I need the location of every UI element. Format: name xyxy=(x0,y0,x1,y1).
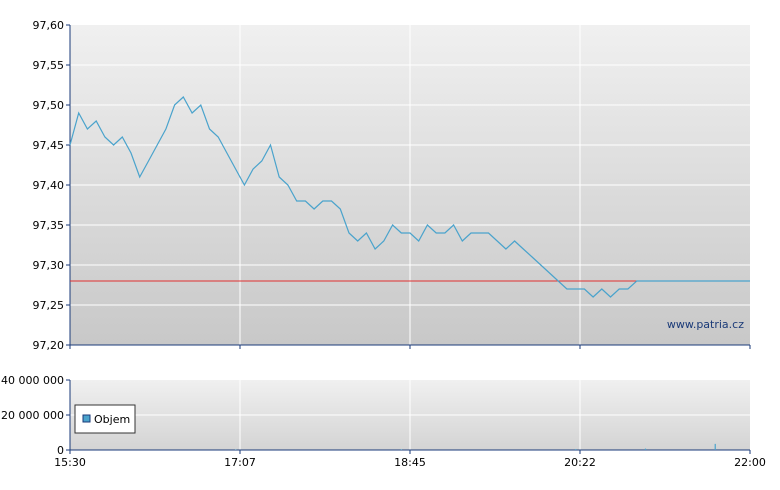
price-y-ticks: 97,60 97,55 97,50 97,45 97,40 97,35 97,30 97,25… xyxy=(33,19,70,352)
x-tick-label: 20:22 xyxy=(564,456,596,469)
x-ticks: 15:30 17:07 18:45 20:22 22:00 xyxy=(54,345,766,469)
volume-y-tick-label: 0 xyxy=(57,444,64,457)
legend-label: Objem xyxy=(94,413,130,426)
x-tick-label: 15:30 xyxy=(54,456,86,469)
x-tick-label: 18:45 xyxy=(394,456,426,469)
x-tick-label: 22:00 xyxy=(734,456,766,469)
price-y-tick-label: 97,55 xyxy=(33,59,65,72)
price-y-tick-label: 97,25 xyxy=(33,299,65,312)
legend: Objem xyxy=(74,404,136,434)
price-y-tick-label: 97,50 xyxy=(33,99,65,112)
price-y-tick-label: 97,30 xyxy=(33,259,65,272)
volume-panel: 40 000 000 20 000 000 0 15:30 17:07 18:45 20:… xyxy=(1,345,766,469)
price-series-line xyxy=(69,96,750,298)
volume-bar xyxy=(714,443,716,450)
watermark: www.patria.cz xyxy=(667,318,744,331)
price-y-tick-label: 97,60 xyxy=(33,19,65,32)
volume-y-ticks: 40 000 000 20 000 000 0 xyxy=(1,374,70,457)
price-panel: 97,60 97,55 97,50 97,45 97,40 97,35 97,30 97,25… xyxy=(33,19,750,352)
price-y-tick-label: 97,35 xyxy=(33,219,65,232)
price-y-tick-label: 97,20 xyxy=(33,339,65,352)
volume-bar xyxy=(235,449,237,450)
x-tick-label: 17:07 xyxy=(224,456,256,469)
volume-bar xyxy=(575,449,577,450)
price-y-tick-label: 97,45 xyxy=(33,139,65,152)
volume-bar xyxy=(400,449,402,450)
volume-gridlines xyxy=(70,380,750,450)
price-y-tick-label: 97,40 xyxy=(33,179,65,192)
legend-swatch xyxy=(82,414,91,423)
volume-bar xyxy=(644,448,647,450)
volume-y-tick-label: 20 000 000 xyxy=(1,409,64,422)
volume-y-tick-label: 40 000 000 xyxy=(1,374,64,387)
price-gridlines xyxy=(70,25,750,345)
volume-bars xyxy=(235,443,716,450)
